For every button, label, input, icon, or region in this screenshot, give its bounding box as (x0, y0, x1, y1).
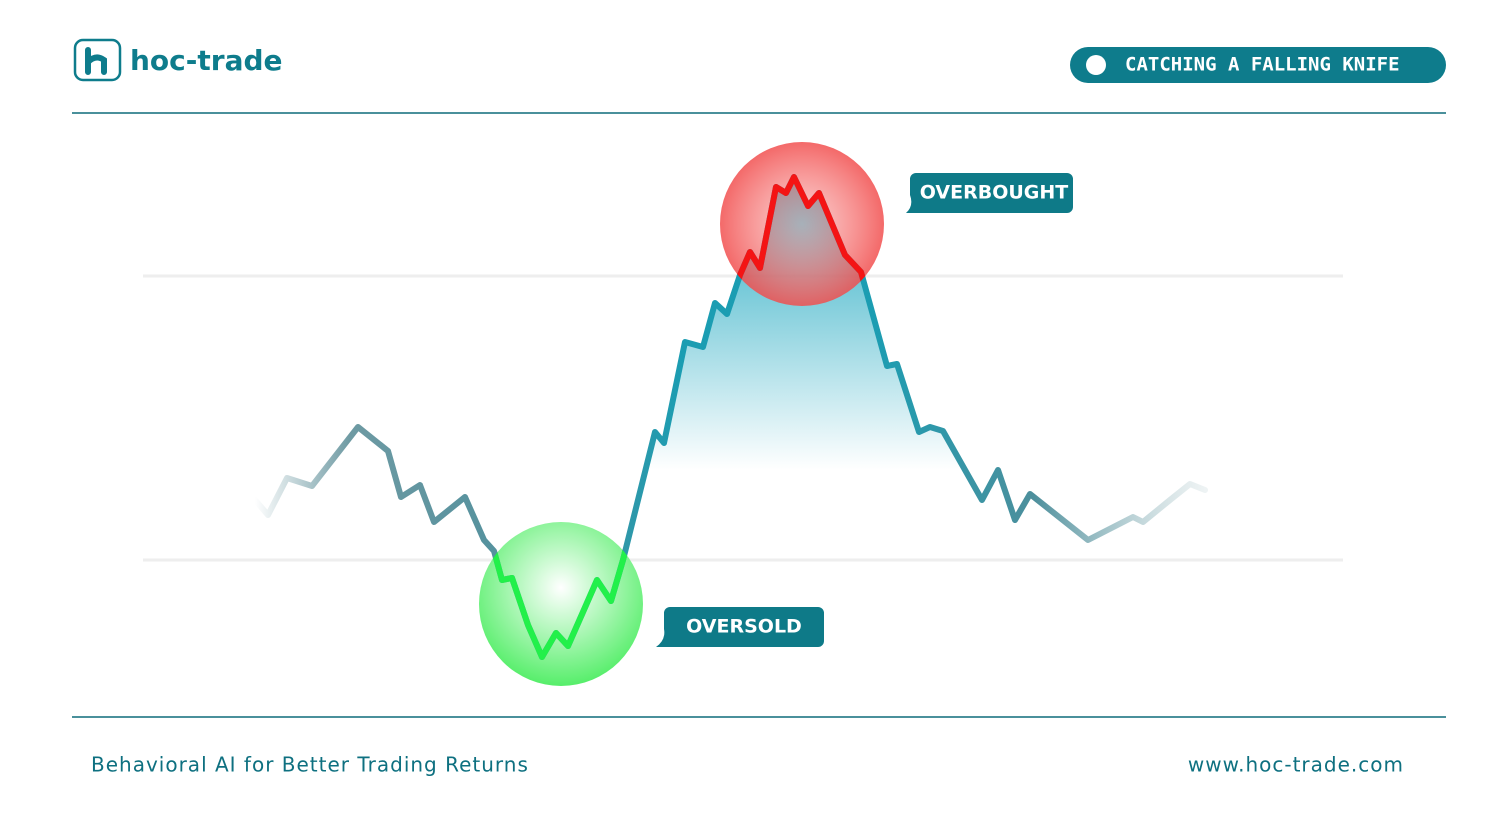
overbought-text: OVERBOUGHT (920, 182, 1069, 204)
logo: hoc-trade (73, 38, 283, 82)
badge: CATCHING A FALLING KNIFE (1070, 47, 1446, 83)
area (643, 177, 960, 480)
badge-text: CATCHING A FALLING KNIFE (1125, 54, 1400, 76)
tagline: Behavioral AI for Better Trading Returns (91, 753, 529, 777)
oversold-circle (479, 522, 643, 686)
overbought-circle (720, 142, 884, 306)
oversold-text: OVERSOLD (686, 616, 802, 638)
oversold-label: OVERSOLD (656, 607, 824, 647)
logo-text: hoc-trade (130, 44, 283, 77)
url: www.hoc-trade.com (1188, 753, 1404, 777)
overbought-label: OVERBOUGHT (906, 173, 1073, 213)
price-line (252, 174, 1208, 660)
